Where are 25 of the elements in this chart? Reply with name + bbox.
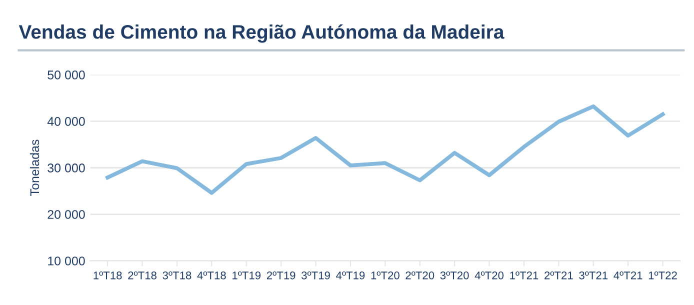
- chart-title: Vendas de Cimento na Região Autónoma da Madeira: [18, 24, 504, 43]
- x-tick-label: 3ºT18: [162, 271, 192, 280]
- x-tick-label: 3ºT21: [579, 271, 608, 280]
- x-tick-label: 3ºT19: [302, 271, 330, 280]
- y-tick-label: 40 000: [47, 117, 85, 126]
- x-tick-label: 4ºT18: [197, 271, 226, 280]
- x-tick-label: 2ºT20: [406, 271, 434, 280]
- line-series: [106, 104, 665, 195]
- y-axis-title: Toneladas: [30, 140, 40, 196]
- x-tick-label: 2ºT19: [266, 271, 296, 280]
- y-tick-label: 20 000: [48, 210, 85, 219]
- x-tick-label: 4ºT21: [614, 271, 642, 280]
- x-tick-label: 1ºT22: [648, 271, 677, 280]
- y-tick-label: 50 000: [48, 70, 85, 80]
- x-tick-label: 1ºT20: [371, 271, 400, 280]
- x-tick-label: 4ºT20: [474, 271, 504, 280]
- x-tick-label: 4ºT19: [336, 271, 365, 280]
- x-tick-label: 2ºT18: [128, 271, 156, 280]
- x-tick-label: 1ºT21: [510, 271, 538, 280]
- y-tick-label: 10 000: [48, 256, 85, 266]
- x-tick-label: 3ºT20: [440, 271, 469, 280]
- x-tick-label: 1ºT18: [94, 271, 122, 280]
- x-tick-label: 1ºT19: [232, 271, 261, 280]
- x-tick-label: 2ºT21: [544, 271, 573, 280]
- y-tick-label: 30 000: [48, 164, 85, 172]
